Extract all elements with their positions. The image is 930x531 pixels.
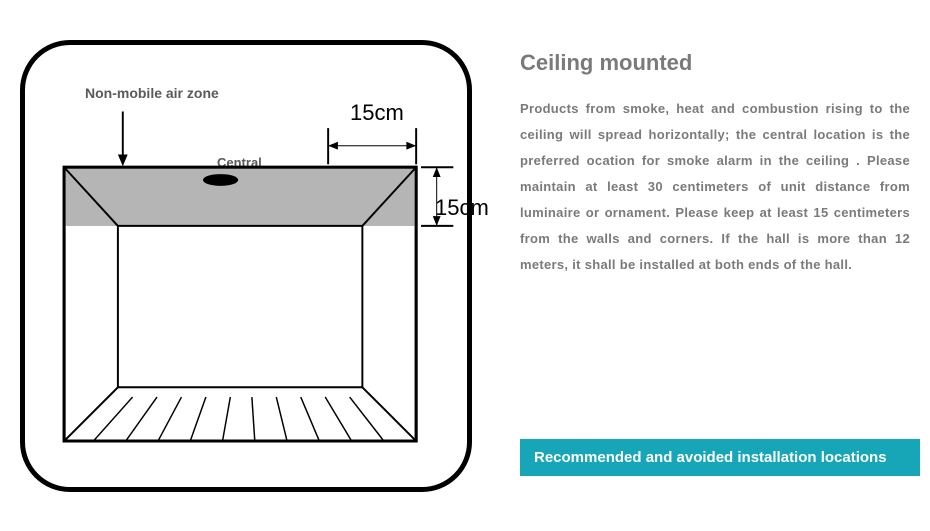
section-title: Ceiling mounted [520, 50, 910, 76]
page-container: Non-mobile air zone Central 15cm 15cm [0, 0, 930, 531]
room-diagram-svg [25, 45, 467, 487]
diagram-frame: Non-mobile air zone Central 15cm 15cm [20, 40, 472, 492]
body-text: Products from smoke, heat and combustion… [520, 96, 910, 278]
text-panel: Ceiling mounted Products from smoke, hea… [500, 0, 930, 531]
diagram-panel: Non-mobile air zone Central 15cm 15cm [0, 0, 500, 531]
recommendation-banner: Recommended and avoided installation loc… [520, 439, 920, 476]
